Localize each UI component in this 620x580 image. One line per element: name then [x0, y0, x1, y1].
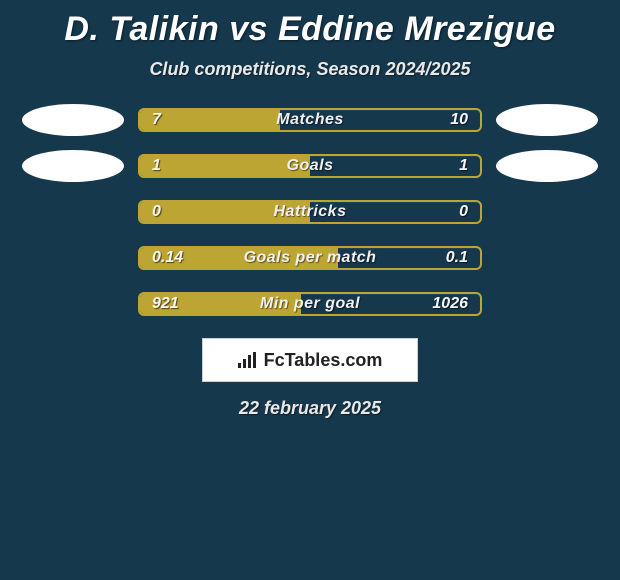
comparison-card: D. Talikin vs Eddine Mrezigue Club compe…: [0, 0, 620, 580]
stat-value-right: 1026: [432, 294, 468, 314]
stat-row: 1Goals1: [0, 154, 620, 178]
fctables-link[interactable]: FcTables.com: [202, 338, 418, 382]
player-avatar-right: [496, 150, 598, 182]
stat-bar: 1Goals1: [138, 154, 482, 178]
stat-bar: 0.14Goals per match0.1: [138, 246, 482, 270]
stat-label: Goals per match: [140, 248, 480, 268]
avatar-left-slot: [8, 154, 138, 178]
player-avatar-left: [22, 104, 124, 136]
stat-bar: 7Matches10: [138, 108, 482, 132]
stat-value-right: 0.1: [446, 248, 468, 268]
stat-label: Goals: [140, 156, 480, 176]
stat-value-right: 1: [459, 156, 468, 176]
stat-label: Matches: [140, 110, 480, 130]
logo-text: FcTables.com: [264, 350, 383, 371]
stat-label: Min per goal: [140, 294, 480, 314]
stat-bar: 0Hattricks0: [138, 200, 482, 224]
stat-row: 0Hattricks0: [0, 200, 620, 224]
player-avatar-right: [496, 104, 598, 136]
stat-value-right: 0: [459, 202, 468, 222]
page-title: D. Talikin vs Eddine Mrezigue: [0, 10, 620, 49]
bar-chart-icon: [238, 352, 258, 368]
avatar-left-slot: [8, 108, 138, 132]
player-avatar-left: [22, 150, 124, 182]
avatar-right-slot: [482, 108, 612, 132]
stat-bar: 921Min per goal1026: [138, 292, 482, 316]
avatar-right-slot: [482, 154, 612, 178]
stats-list: 7Matches101Goals10Hattricks00.14Goals pe…: [0, 108, 620, 316]
stat-row: 7Matches10: [0, 108, 620, 132]
stat-value-right: 10: [450, 110, 468, 130]
stat-row: 921Min per goal1026: [0, 292, 620, 316]
stat-label: Hattricks: [140, 202, 480, 222]
page-subtitle: Club competitions, Season 2024/2025: [0, 59, 620, 80]
stat-row: 0.14Goals per match0.1: [0, 246, 620, 270]
footer-date: 22 february 2025: [0, 398, 620, 419]
